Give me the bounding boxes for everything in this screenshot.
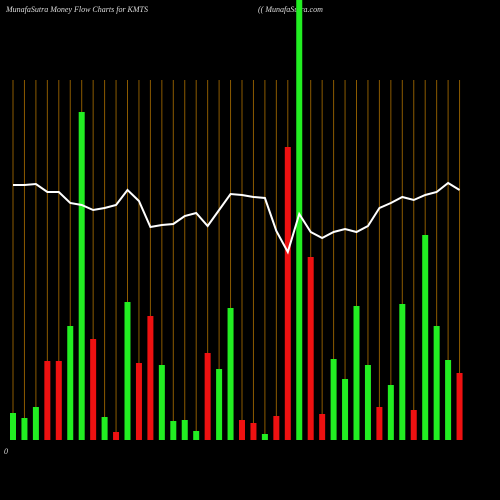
bar (445, 360, 452, 440)
chart-title: MunafaSutra Money Flow Charts for KMTS (5, 5, 148, 14)
bar (353, 306, 360, 440)
bar (44, 361, 51, 440)
bar (170, 421, 177, 440)
bar (250, 423, 257, 440)
chart-subtitle: (( MunafaSutra.com (258, 5, 323, 14)
bar (410, 410, 417, 440)
bar (158, 365, 165, 440)
bars (10, 0, 463, 440)
bar (364, 365, 371, 440)
bar (330, 359, 337, 440)
bar (67, 326, 74, 440)
bar (284, 147, 291, 440)
bar (387, 385, 394, 440)
bar (181, 420, 188, 440)
bar (21, 418, 28, 440)
bar (193, 431, 200, 440)
bar (204, 353, 211, 440)
bar (239, 420, 245, 440)
bar (422, 235, 429, 440)
bar (32, 407, 39, 440)
bar (296, 0, 303, 440)
bar (261, 434, 268, 440)
bar (433, 326, 440, 440)
bar (216, 369, 223, 440)
bar (227, 308, 234, 440)
bar (319, 414, 326, 440)
bar (342, 379, 349, 440)
bar (147, 316, 154, 440)
bar (456, 373, 463, 440)
bar (399, 304, 406, 440)
bar (273, 416, 280, 440)
origin-label: 0 (4, 447, 8, 456)
money-flow-line (13, 181, 461, 255)
bar (90, 339, 97, 440)
bar (78, 112, 85, 440)
bar (10, 413, 16, 440)
bar (113, 432, 120, 440)
bar (101, 417, 108, 440)
bar (376, 407, 383, 440)
bar (135, 363, 142, 440)
bar (124, 302, 131, 440)
bar (55, 361, 62, 440)
bar (307, 257, 314, 440)
